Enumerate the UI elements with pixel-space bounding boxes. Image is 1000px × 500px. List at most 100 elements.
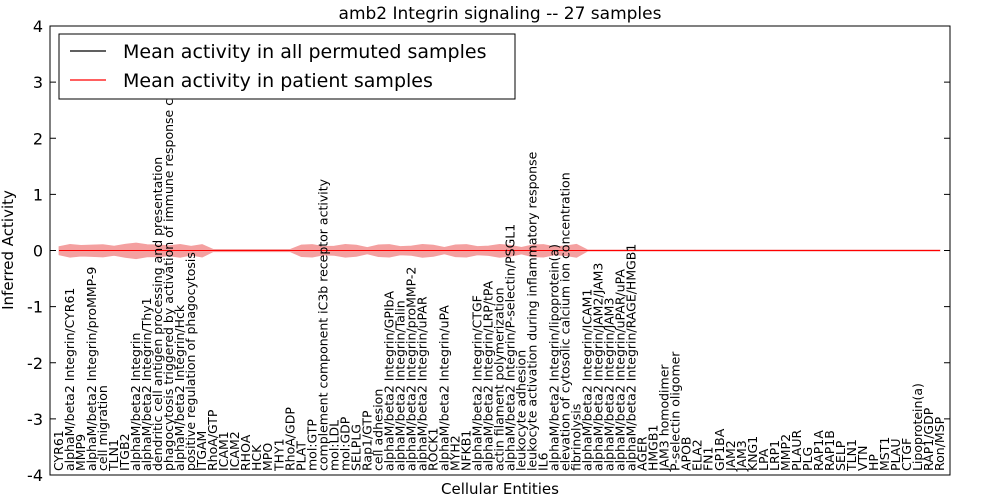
entity-label: FN1 — [701, 447, 716, 472]
entity-label: alphaM/beta2 Integrin/Hck — [172, 304, 187, 471]
entity-label: fibrinolysis — [569, 404, 584, 471]
entity-label: alphaM/beta2 Integrin/Talin — [392, 300, 407, 471]
entity-label: alphaM/beta2 Integrin/GPIbA — [381, 291, 396, 471]
entity-label: alphaM/beta2 Integrin/JAM2/JAM3 — [591, 263, 606, 471]
entity-label: KNG1 — [745, 436, 760, 471]
legend-label-patient: Mean activity in patient samples — [123, 70, 433, 92]
entity-label: SELPLG — [348, 424, 363, 471]
entity-label: LPA — [756, 448, 771, 471]
entity-label: positive regulation of phagocytosis — [183, 252, 198, 471]
entity-label: GP1BA — [712, 428, 727, 471]
entity-label: JAM3 — [734, 440, 749, 472]
entity-label: PLAU — [888, 439, 903, 472]
entity-label: alphaM/beta2 Integrin/CTGF — [469, 295, 484, 471]
entity-label: RAP1B — [822, 430, 837, 471]
entity-label: SELP — [833, 440, 848, 471]
y-tick-label: -4 — [27, 466, 43, 485]
entity-label: alphaM/beta2 Integrin/uPAR — [414, 296, 429, 471]
entity-label: NFKB1 — [458, 430, 473, 471]
entity-label: TLN1 — [106, 439, 121, 472]
entity-label: LRP1 — [767, 440, 782, 471]
entity-label: Rap1/GTP — [359, 410, 374, 471]
entity-label: ROCK1 — [425, 428, 440, 471]
entity-label: alphaM/beta2 Integrin/proMMP-2 — [403, 267, 418, 471]
y-tick-label: -2 — [27, 354, 43, 373]
y-tick-label: 0 — [33, 242, 43, 261]
entity-label: ICAM1 — [216, 431, 231, 471]
entity-label: PLAUR — [789, 430, 804, 471]
y-tick-label: 2 — [33, 129, 43, 148]
chart-title: amb2 Integrin signaling -- 27 samples — [339, 4, 662, 24]
legend-box — [58, 33, 516, 100]
entity-label: HP — [866, 454, 881, 471]
entity-label: PLG — [800, 447, 815, 471]
entity-label: alphaM/beta2 Integrin/LRP/tPA — [480, 280, 495, 471]
entity-label: alphaM/beta2 Integrin — [128, 333, 143, 471]
entity-label: MMP9 — [73, 434, 88, 471]
entity-label: Ron/MSP — [932, 416, 947, 471]
entity-label: HMGB1 — [646, 425, 661, 471]
entity-label: alphaM/beta2 Integrin/ICAM1 — [580, 289, 595, 471]
entity-label: alphaM/beta2 Integrin/JAM3 — [602, 298, 617, 471]
entity-label: RAP1/GDP — [921, 407, 936, 471]
entity-label: RAP1A — [811, 430, 826, 471]
entity-label: complement component iC3b receptor activ… — [315, 178, 330, 471]
y-tick-label: 4 — [33, 17, 43, 36]
entity-label: P-selectin oligomer — [668, 351, 683, 471]
entity-label: RhoA/GTP — [205, 409, 220, 471]
entity-label: ICAM2 — [227, 431, 242, 471]
x-axis-label: Cellular Entities — [441, 480, 559, 498]
y-tick-label: 3 — [33, 73, 43, 92]
entity-label: ELA2 — [690, 439, 705, 471]
entity-label: PLAT — [293, 441, 308, 471]
entity-label: elevation of cytosolic calcium ion conce… — [558, 172, 573, 471]
entity-label: MMP2 — [778, 434, 793, 471]
y-tick-label: 1 — [33, 185, 43, 204]
entity-label: CTGF — [899, 438, 914, 471]
entity-label: cell adhesion — [370, 389, 385, 471]
entity-label: RhoA/GDP — [282, 407, 297, 471]
entity-label: TLN1 — [844, 439, 859, 472]
entity-label: MST1 — [877, 437, 892, 471]
entity-label: leukocyte adhesion — [514, 350, 529, 471]
legend: Mean activity in all permuted samples Me… — [58, 33, 516, 100]
entity-label: leukocyte activation during inflammatory… — [525, 151, 540, 471]
y-axis-label: Inferred Activity — [0, 190, 17, 310]
entity-label: HCK — [249, 444, 264, 471]
entity-label: alphaM/beta2 Integrin/lipoprotein(a) — [547, 244, 562, 471]
entity-label: CYR61 — [51, 430, 66, 471]
entity-label: THY1 — [271, 438, 286, 472]
entity-label: alphaM/beta2 Integrin/proMMP-9 — [84, 267, 99, 471]
entity-label: mol:GTP — [304, 419, 319, 471]
y-axis: 4 3 2 1 0 -1 -2 -3 -4 — [27, 17, 950, 485]
entity-label: IL6 — [536, 452, 551, 471]
entity-label: VTN — [855, 445, 870, 471]
entity-label: MPO — [260, 443, 275, 471]
entity-label: ITGAM — [194, 431, 209, 471]
entity-label: mol:LDL — [326, 420, 341, 471]
entity-label: Lipoprotein(a) — [910, 383, 925, 471]
entity-label: mol:GDP — [337, 416, 352, 471]
legend-label-permuted: Mean activity in all permuted samples — [123, 41, 486, 63]
entity-label: cell migration — [95, 385, 110, 471]
entity-label: APOB — [679, 436, 694, 471]
y-tick-label: -3 — [27, 410, 43, 429]
entity-label: JAM3 homodimer — [657, 364, 672, 472]
entity-label: alphaM/beta2 Integrin/P-selectin/PSGL1 — [503, 224, 518, 471]
entity-label: MYH2 — [447, 435, 462, 471]
entity-label: alphaM/beta2 Integrin/uPAR/uPA — [613, 269, 628, 471]
entity-label: ITGB2 — [117, 433, 132, 471]
entity-label: alphaM/beta2 Integrin/RAGE/HMGB1 — [624, 244, 639, 471]
entity-label: phagocytosis triggered by activation of … — [161, 34, 176, 471]
entity-label: alphaM/beta2 Integrin/uPA — [436, 305, 451, 471]
entity-label: RHOA — [238, 434, 253, 471]
entity-label: alphaM/beta2 Integrin/Thy1 — [139, 297, 154, 471]
entity-label: JAM2 — [723, 440, 738, 472]
entity-label: dendritic cell antigen processing and pr… — [150, 157, 165, 471]
entity-label: actin filament polymerization — [492, 287, 507, 471]
entity-label: alphaM/beta2 Integrin/CYR61 — [62, 288, 77, 471]
y-tick-label: -1 — [27, 298, 43, 317]
entity-label: AGER — [635, 436, 650, 471]
